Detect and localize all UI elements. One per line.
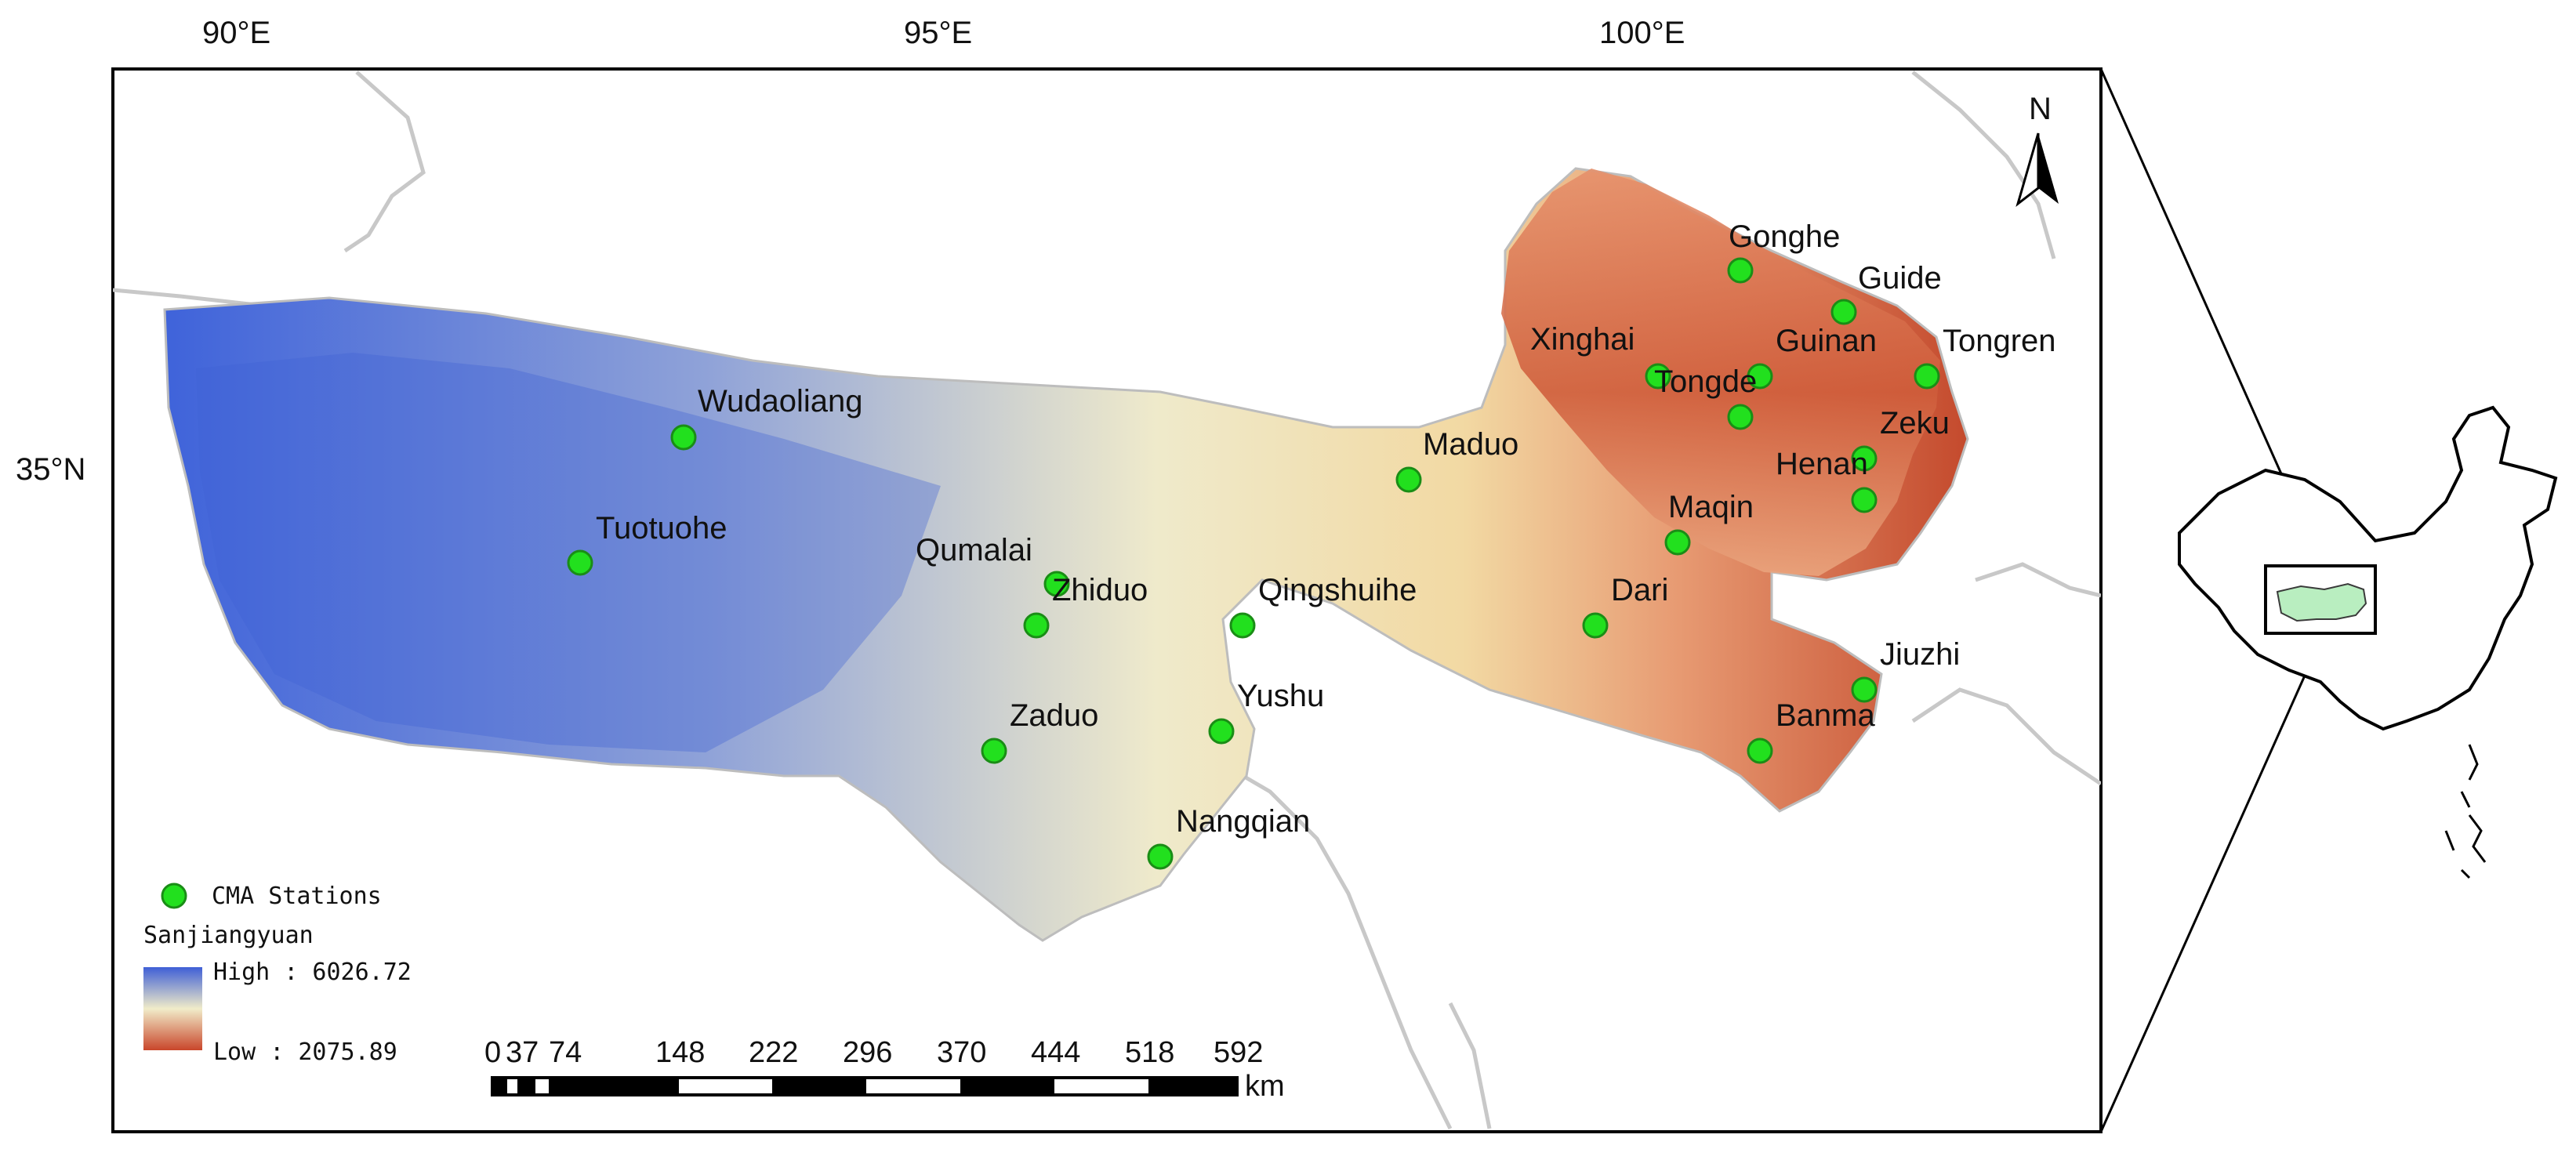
longitude-label-100: 100°E: [1599, 16, 1685, 50]
scale-tick-0: 0: [484, 1036, 501, 1069]
latitude-label-35: 35°N: [16, 452, 85, 487]
inset-connector-bottom: [2099, 631, 2326, 1133]
north-arrow-label: N: [2029, 92, 2052, 126]
station-label-tongren: Tongren: [1943, 324, 2056, 358]
station-label-tuotuohe: Tuotuohe: [596, 511, 727, 546]
scale-segment: [549, 1078, 564, 1095]
scale-segment: [564, 1078, 679, 1095]
scale-tick-296: 296: [843, 1036, 892, 1069]
scale-segment: [960, 1078, 1054, 1095]
station-marker-dari: [1582, 612, 1609, 639]
station-marker-zhiduo: [1023, 612, 1050, 639]
scale-tick-518: 518: [1125, 1036, 1174, 1069]
station-marker-maduo: [1395, 466, 1422, 493]
scale-tick-148: 148: [655, 1036, 705, 1069]
station-label-dari: Dari: [1611, 573, 1668, 607]
longitude-label-95: 95°E: [904, 16, 972, 50]
station-marker-zeku: [1851, 445, 1878, 472]
station-label-wudaoliang: Wudaoliang: [698, 384, 863, 419]
scale-tick-370: 370: [937, 1036, 986, 1069]
station-label-maduo: Maduo: [1423, 427, 1518, 462]
station-marker-tongren: [1914, 363, 1940, 390]
station-marker-tuotuohe: [567, 549, 593, 576]
scale-segment: [1148, 1078, 1237, 1095]
station-marker-zaduo: [981, 738, 1007, 764]
station-layer: Gonghe Guide Xinghai Guinan Tongren Tongde Zek…: [567, 219, 2056, 870]
scale-segment: [517, 1078, 535, 1095]
legend-stations-label: CMA Stations: [212, 883, 382, 910]
station-label-tongde: Tongde: [1654, 364, 1757, 399]
station-marker-banma: [1747, 738, 1773, 764]
station-label-guide: Guide: [1858, 261, 1942, 295]
station-marker-guinan: [1747, 363, 1773, 390]
station-marker-henan: [1851, 487, 1878, 513]
station-label-xinghai: Xinghai: [1530, 322, 1634, 357]
station-marker-qingshuihe: [1229, 612, 1256, 639]
station-label-qingshuihe: Qingshuihe: [1258, 573, 1417, 607]
province-boundaries: [113, 71, 2101, 1130]
scale-segment: [772, 1078, 866, 1095]
scale-segment: [492, 1078, 507, 1095]
station-marker-qumalai: [1043, 571, 1070, 597]
china-inset-map: [2178, 405, 2558, 879]
station-marker-guide: [1830, 299, 1857, 325]
scale-unit: km: [1245, 1070, 1285, 1103]
station-marker-yushu: [1208, 718, 1235, 745]
scale-tick-222: 222: [749, 1036, 798, 1069]
inset-study-area-box: [2264, 564, 2377, 635]
northeast-low-elevation-zone: [1501, 169, 1940, 576]
station-label-zhiduo: Zhiduo: [1052, 573, 1148, 607]
station-marker-xinghai: [1645, 363, 1671, 390]
legend-high-label: High : 6026.72: [213, 959, 412, 986]
scale-bar: 0 37 74 148 222 296 370 444 518 592 km: [484, 1036, 1285, 1103]
station-marker-tongde: [1727, 404, 1754, 430]
sanjiangyuan-region: [163, 167, 1969, 942]
scale-tick-74: 74: [549, 1036, 582, 1069]
inset-study-area: [2276, 582, 2367, 622]
legend-low-label: Low : 2075.89: [213, 1038, 397, 1066]
station-label-yushu: Yushu: [1237, 679, 1324, 713]
legend: CMA Stations Sanjiangyuan High : 6026.72…: [143, 883, 412, 1066]
station-marker-jiuzhi: [1851, 676, 1878, 703]
legend-color-ramp: [143, 967, 202, 1050]
station-label-qumalai: Qumalai: [916, 533, 1032, 567]
scale-tick-444: 444: [1031, 1036, 1080, 1069]
station-label-nangqian: Nangqian: [1176, 804, 1310, 839]
station-label-zeku: Zeku: [1880, 406, 1950, 440]
station-marker-maqin: [1664, 529, 1691, 556]
station-label-henan: Henan: [1776, 447, 1868, 481]
legend-station-symbol: [161, 883, 187, 909]
legend-layer-title: Sanjiangyuan: [143, 922, 314, 949]
station-marker-nangqian: [1147, 843, 1174, 870]
scale-tick-592: 592: [1214, 1036, 1263, 1069]
station-label-jiuzhi: Jiuzhi: [1880, 637, 1960, 672]
north-arrow-icon: N: [2015, 92, 2059, 207]
station-label-zaduo: Zaduo: [1010, 698, 1098, 733]
station-label-guinan: Guinan: [1776, 324, 1877, 358]
station-label-banma: Banma: [1776, 698, 1875, 733]
scale-tick-37: 37: [506, 1036, 539, 1069]
station-marker-wudaoliang: [670, 424, 697, 451]
station-marker-gonghe: [1727, 257, 1754, 284]
western-high-elevation-zone: [196, 353, 941, 752]
station-label-gonghe: Gonghe: [1729, 219, 1840, 254]
station-label-maqin: Maqin: [1668, 490, 1754, 524]
longitude-label-90: 90°E: [202, 16, 270, 50]
